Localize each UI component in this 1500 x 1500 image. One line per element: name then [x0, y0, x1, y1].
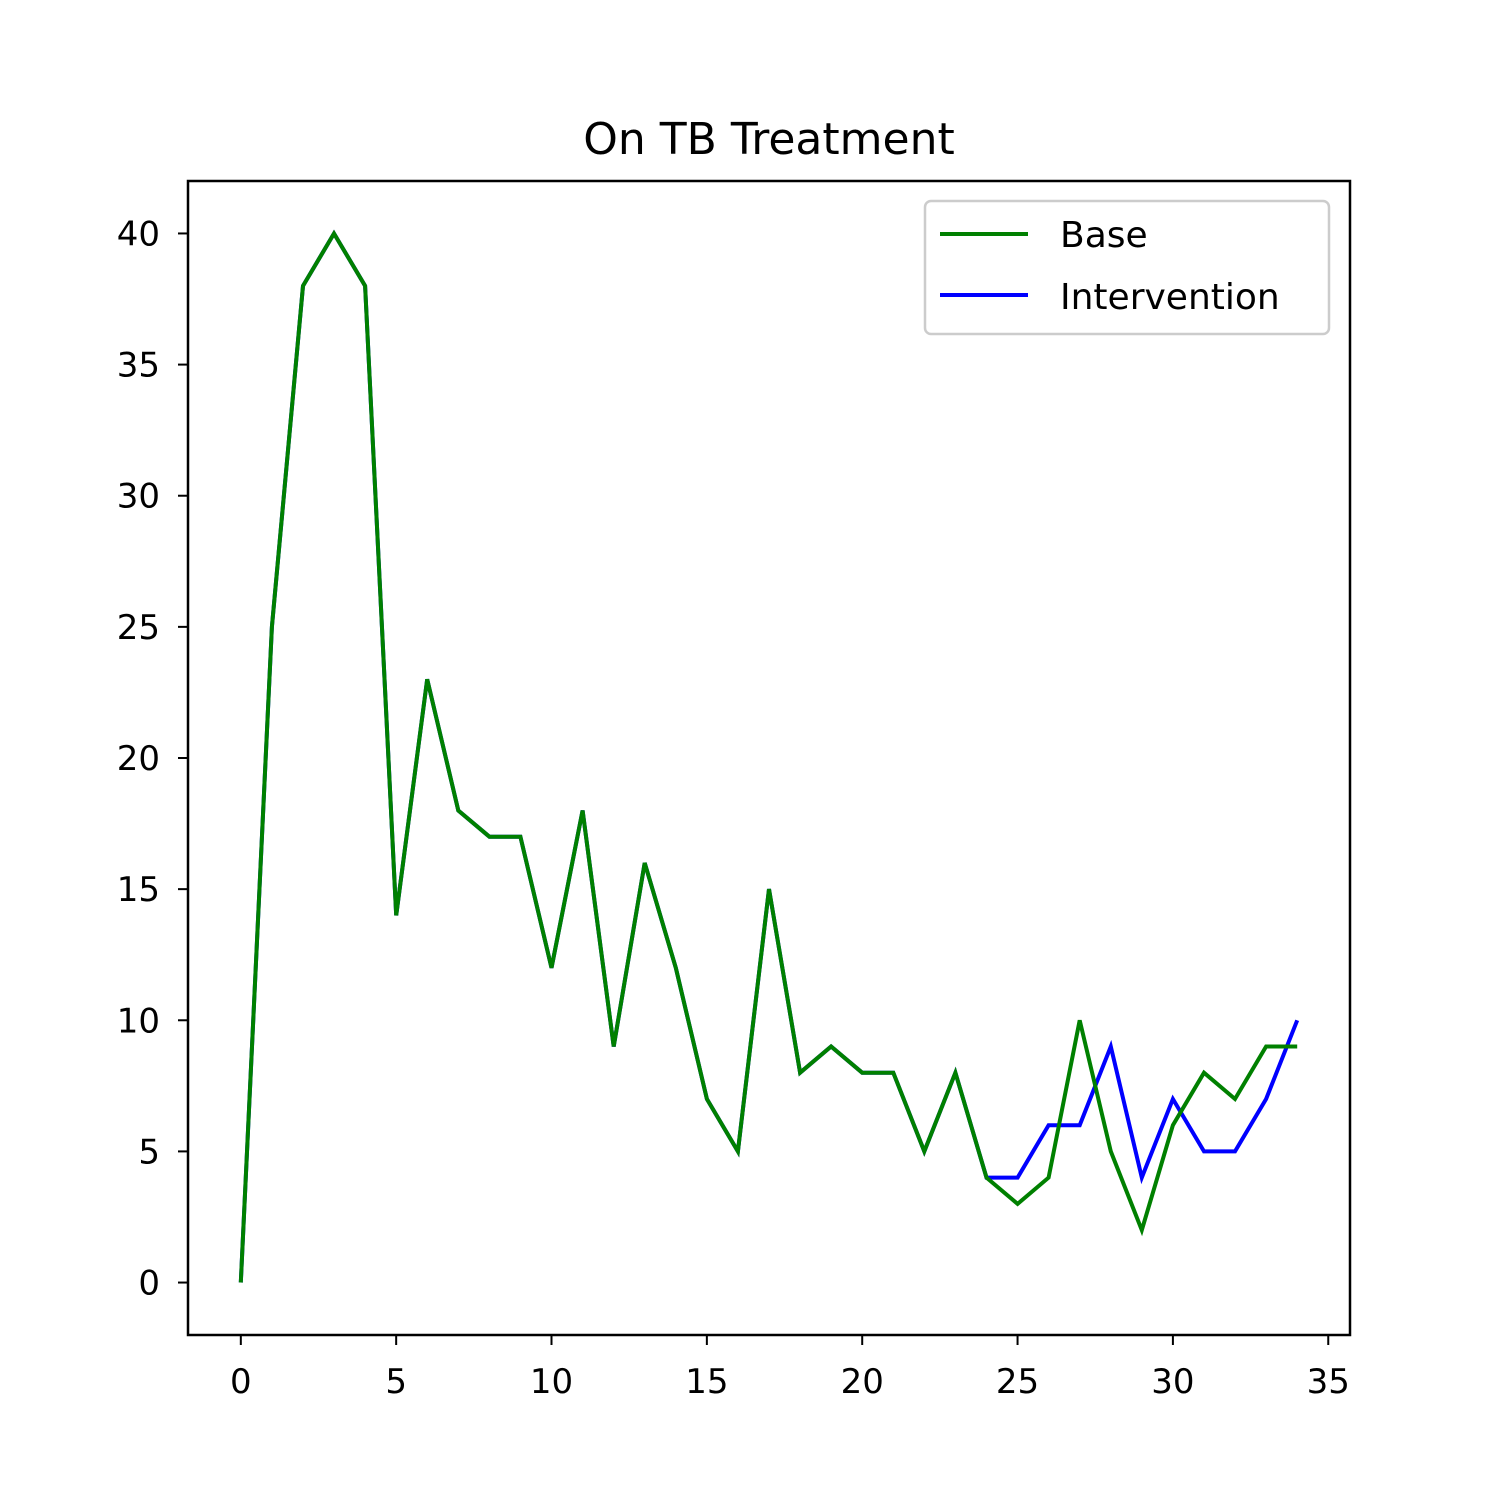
y-tick-label: 10 — [117, 1001, 160, 1041]
y-axis: 0 5 10 15 20 25 30 35 40 — [117, 214, 188, 1304]
y-tick-label: 40 — [117, 214, 160, 254]
series-layer — [238, 229, 1300, 1283]
x-tick-label: 5 — [385, 1362, 407, 1402]
y-tick-label: 25 — [117, 608, 160, 648]
x-tick-label: 15 — [685, 1362, 728, 1402]
plot-frame — [186, 179, 1352, 1337]
x-tick-label: 10 — [530, 1362, 573, 1402]
legend-label-base: Base — [1060, 215, 1148, 256]
legend-label-intervention: Intervention — [1060, 277, 1280, 318]
y-tick-label: 35 — [117, 346, 160, 386]
y-tick-label: 0 — [138, 1264, 160, 1304]
series-line-intervention — [238, 229, 1300, 1283]
series-line-base — [238, 229, 1298, 1283]
y-tick-label: 5 — [138, 1132, 160, 1172]
x-tick-label: 20 — [841, 1362, 884, 1402]
y-tick-label: 15 — [117, 870, 160, 910]
y-tick-label: 20 — [117, 739, 160, 779]
y-tick-label: 30 — [117, 477, 160, 517]
legend: Base Intervention — [923, 199, 1331, 336]
x-tick-label: 35 — [1307, 1362, 1350, 1402]
x-tick-label: 25 — [996, 1362, 1039, 1402]
x-tick-label: 30 — [1151, 1362, 1194, 1402]
chart-title: On TB Treatment — [583, 114, 954, 165]
x-axis: 0 5 10 15 20 25 30 35 — [230, 1335, 1350, 1402]
x-tick-label: 0 — [230, 1362, 252, 1402]
